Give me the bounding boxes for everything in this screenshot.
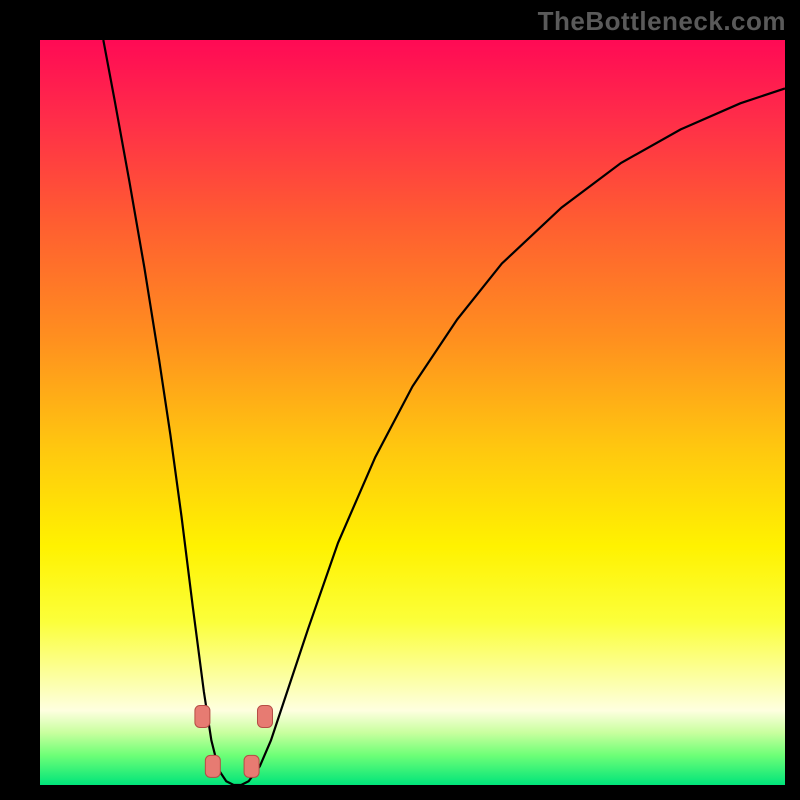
curve-marker xyxy=(257,705,272,727)
curve-marker xyxy=(195,705,210,727)
curve-marker xyxy=(244,755,259,777)
watermark-text: TheBottleneck.com xyxy=(538,6,786,37)
plot-area xyxy=(40,40,785,785)
bottleneck-curve xyxy=(40,40,785,785)
curve-marker xyxy=(205,755,220,777)
curve-path xyxy=(103,40,785,785)
